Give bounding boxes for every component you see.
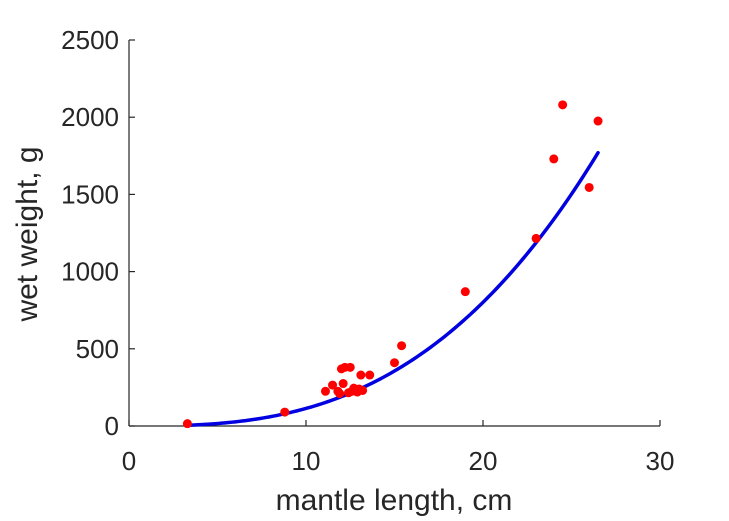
x-tick-label: 30 (646, 446, 675, 476)
x-tick-label: 20 (469, 446, 498, 476)
data-point (358, 385, 368, 395)
data-point (558, 100, 568, 110)
data-point (345, 362, 355, 372)
data-point (338, 379, 348, 389)
y-tick-label: 2000 (61, 102, 119, 132)
y-tick-label: 2500 (61, 25, 119, 55)
fit-curve-layer (185, 150, 600, 427)
data-point (549, 154, 559, 164)
axes: 0 10 20 30 0 500 1000 1500 2000 2500 (61, 25, 674, 476)
data-point (593, 116, 603, 126)
y-tick-label: 0 (105, 411, 119, 441)
y-tick-label: 500 (76, 334, 119, 364)
data-point (182, 419, 192, 429)
y-tick-label: 1000 (61, 257, 119, 287)
data-point (280, 407, 290, 417)
data-point (531, 233, 541, 243)
x-axis-label: mantle length, cm (276, 484, 513, 517)
data-point (584, 182, 594, 192)
data-point (356, 370, 366, 380)
data-point (460, 287, 470, 297)
data-point (390, 358, 399, 368)
data-point (328, 380, 338, 390)
data-point (365, 370, 375, 380)
fit-curve (185, 150, 600, 427)
data-points-layer (182, 100, 603, 429)
data-point (397, 341, 407, 351)
y-tick-label: 1500 (61, 179, 119, 209)
x-tick-label: 10 (292, 446, 321, 476)
x-tick-label: 0 (122, 446, 136, 476)
y-axis-label: wet weight, g (11, 146, 44, 322)
data-point (320, 386, 330, 396)
data-point (335, 389, 345, 399)
